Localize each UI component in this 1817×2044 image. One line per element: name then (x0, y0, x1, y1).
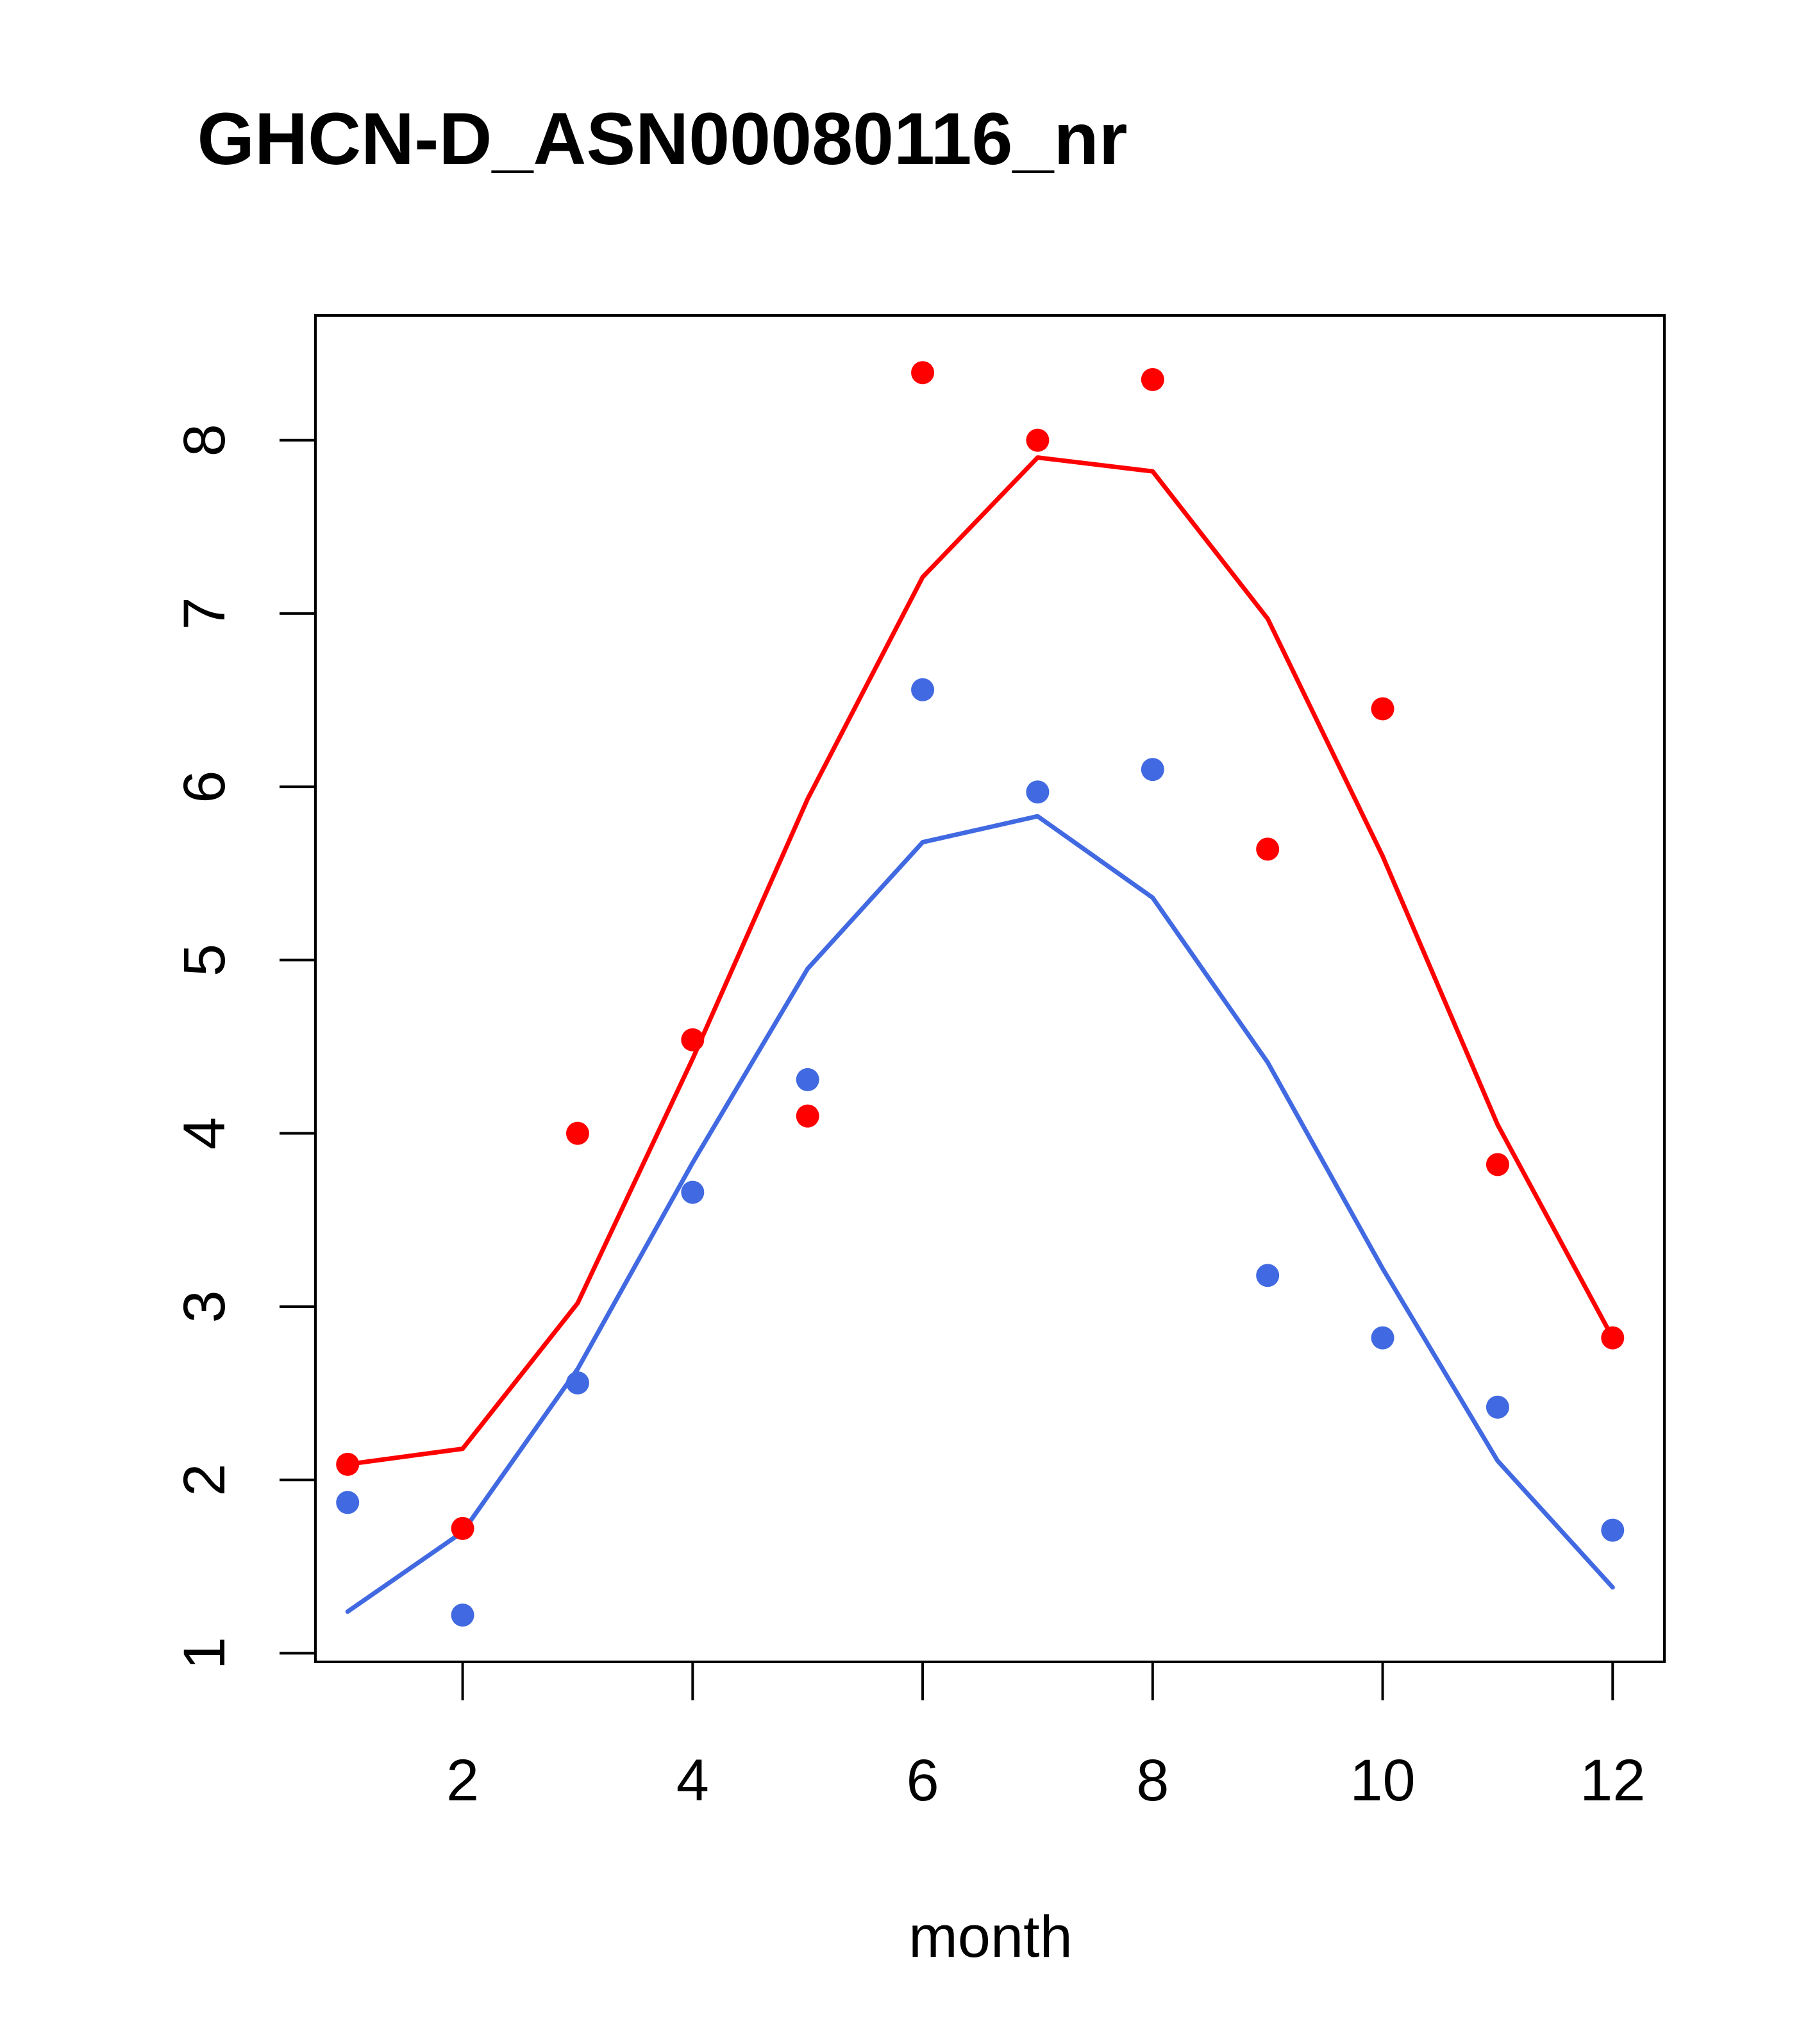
y-tick-label: 5 (172, 944, 237, 976)
data-point-0 (796, 1104, 819, 1128)
data-point-0 (1141, 368, 1164, 391)
data-point-0 (1486, 1153, 1509, 1177)
data-point-1 (336, 1491, 360, 1514)
x-tick-label: 6 (906, 1748, 939, 1813)
series-points (336, 361, 1625, 1627)
data-point-0 (1256, 837, 1280, 861)
x-axis: 2 4 6 8 10 12 (446, 1661, 1645, 1813)
data-point-1 (1601, 1518, 1625, 1542)
data-point-1 (796, 1068, 819, 1091)
data-point-1 (1026, 780, 1050, 804)
y-tick-label: 6 (172, 771, 237, 803)
data-point-1 (1486, 1395, 1509, 1419)
x-tick-label: 2 (446, 1748, 479, 1813)
data-point-0 (336, 1452, 360, 1476)
y-tick-label: 3 (172, 1290, 237, 1323)
series-line-1 (345, 814, 1615, 1614)
y-tick-label: 1 (172, 1637, 237, 1670)
series-line-0 (345, 455, 1615, 1467)
y-tick-label: 4 (172, 1117, 237, 1150)
data-point-0 (451, 1516, 474, 1540)
data-point-1 (451, 1604, 474, 1627)
data-point-1 (1256, 1264, 1280, 1287)
x-tick-label: 10 (1350, 1748, 1415, 1813)
data-point-1 (565, 1371, 589, 1395)
data-point-0 (565, 1121, 589, 1145)
x-axis-label: month (908, 1904, 1073, 1970)
y-tick-label: 2 (172, 1464, 237, 1496)
chart-title: GHCN-D_ASN00080116_nr (197, 98, 1128, 180)
y-tick-label: 8 (172, 424, 237, 457)
data-point-0 (1026, 428, 1050, 452)
y-tick-label: 7 (172, 597, 237, 630)
x-tick-label: 12 (1580, 1748, 1645, 1813)
x-tick-label: 8 (1136, 1748, 1169, 1813)
x-tick-label: 4 (676, 1748, 709, 1813)
data-point-1 (681, 1180, 705, 1204)
data-point-0 (681, 1028, 705, 1051)
data-point-1 (1371, 1326, 1394, 1350)
plot-frame (314, 314, 1666, 1663)
data-point-1 (911, 678, 935, 701)
data-point-0 (1371, 697, 1394, 721)
data-point-0 (1601, 1326, 1625, 1350)
data-point-0 (911, 361, 935, 385)
y-axis: 1 2 3 4 5 6 7 8 (172, 424, 315, 1670)
data-point-1 (1141, 758, 1164, 782)
series-lines (345, 455, 1615, 1614)
